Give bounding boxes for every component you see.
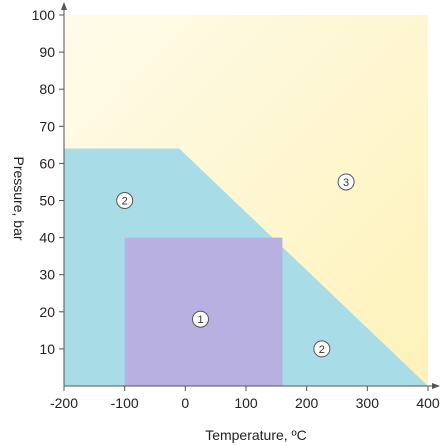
zone-label-circle — [313, 340, 331, 358]
zone-3-area — [64, 15, 428, 386]
axes-layer: -200 -100 0 100 200 300 400 10 20 30 40 50 60 70 80 90 1… — [32, 2, 440, 411]
x-tick-label: -200 — [50, 395, 78, 411]
zone-label-3: 3 — [337, 173, 355, 191]
y-tick-label: 80 — [39, 81, 55, 97]
zone-label-text: 1 — [197, 314, 203, 326]
y-tick-label: 100 — [32, 7, 56, 23]
zone-label-1: 1 — [192, 310, 209, 328]
zone-label-2: 2 — [116, 192, 134, 209]
zone-label-text: 2 — [319, 344, 325, 356]
y-tick-label: 10 — [39, 341, 55, 357]
x-axis-arrow-icon — [432, 383, 440, 389]
zones-layer — [64, 15, 428, 386]
zone-label-text: 2 — [122, 196, 128, 208]
y-tick-label: 50 — [39, 193, 55, 209]
x-tick-label: -100 — [111, 395, 139, 411]
x-tick-label: 300 — [356, 395, 380, 411]
y-tick-label: 40 — [39, 230, 55, 246]
x-tick-label: 400 — [416, 395, 440, 411]
zone-label-circle — [116, 192, 134, 209]
y-axis-title: Pressure, bar — [11, 156, 27, 240]
x-tick-label: 200 — [295, 395, 319, 411]
x-tick-label: 0 — [181, 395, 189, 411]
y-tick-label: 90 — [39, 44, 55, 60]
x-tick-label: 100 — [234, 395, 258, 411]
y-tick-label: 60 — [39, 155, 55, 171]
y-tick-label: 20 — [39, 304, 55, 320]
x-axis-title: Temperature, ºC — [205, 427, 307, 443]
y-tick-label: 30 — [39, 267, 55, 283]
zone-label-2: 2 — [313, 340, 331, 358]
y-axis-arrow-icon — [61, 2, 67, 10]
zone-labels-layer: 2 1 2 3 — [116, 173, 355, 358]
zone-label-text: 3 — [343, 177, 349, 189]
zone-label-circle — [192, 310, 209, 328]
y-tick-label: 70 — [39, 118, 55, 134]
zone-label-circle — [337, 173, 355, 191]
